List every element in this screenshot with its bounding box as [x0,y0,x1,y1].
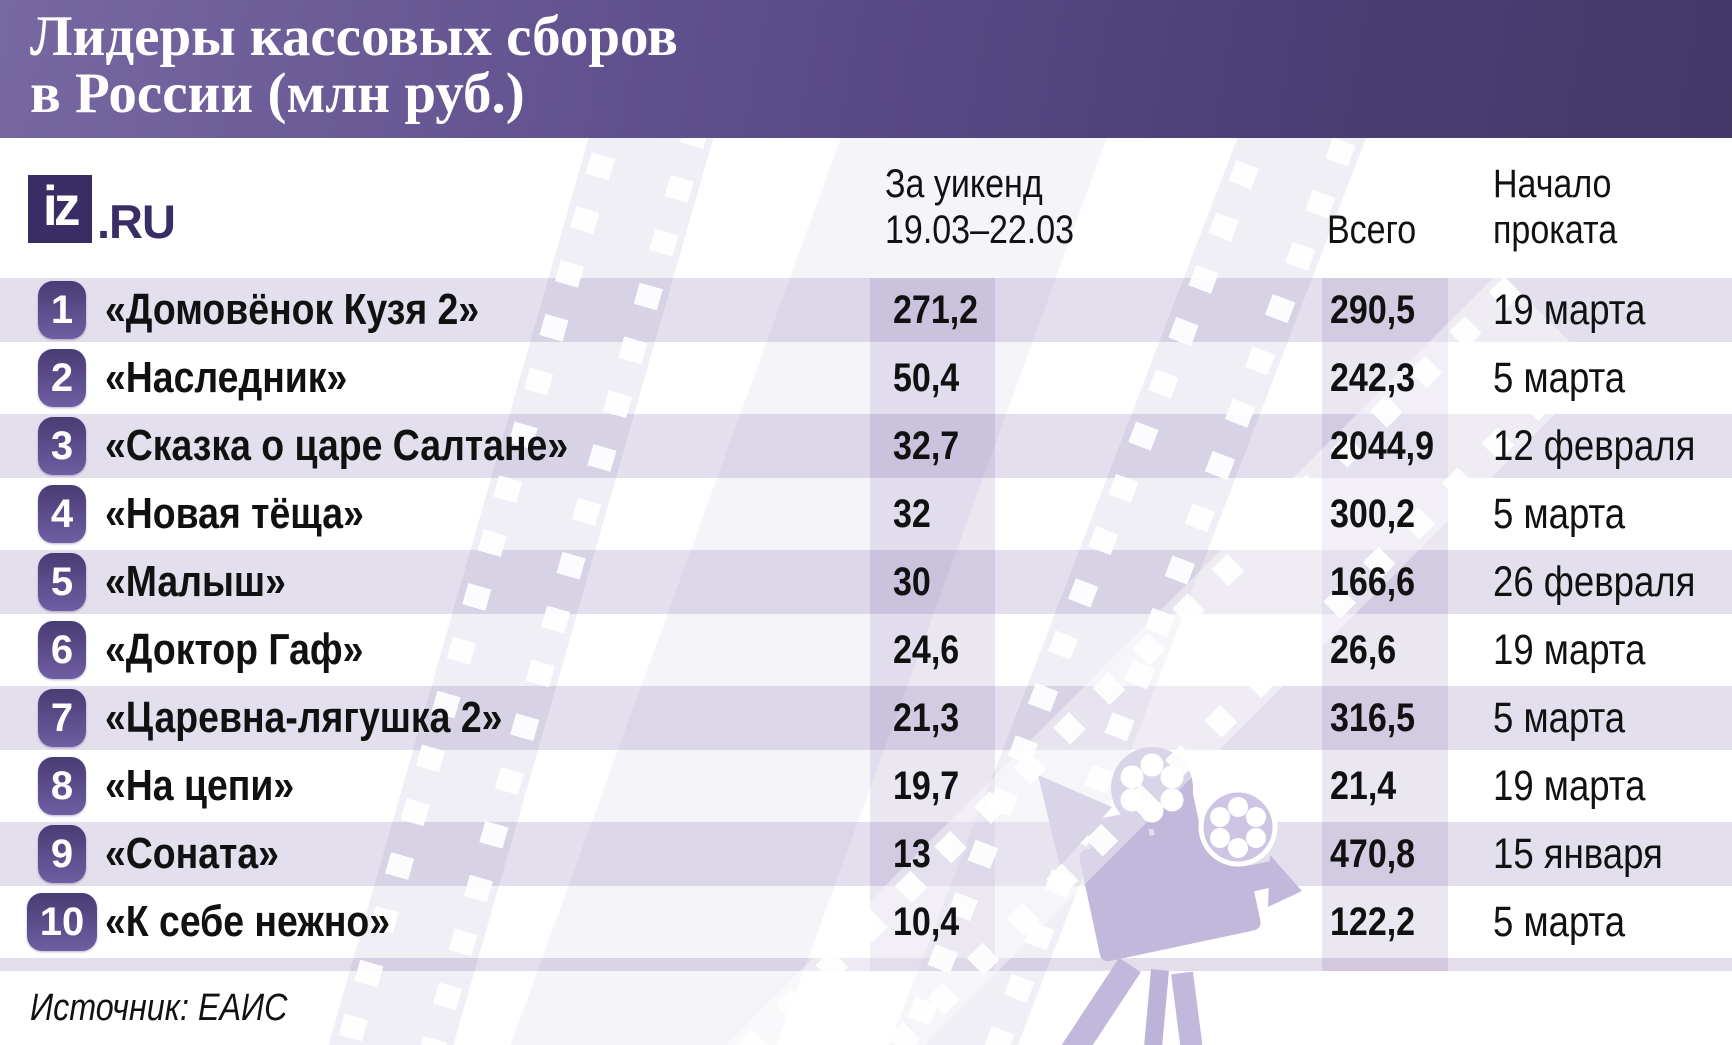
weekend-gross: 24,6 [893,628,960,672]
rank-badge-cell: 8 [24,754,100,818]
table-row: 4 «Новая тёща» 32 300,2 5 марта [0,482,1732,546]
weekend-gross: 13 [893,832,931,876]
total-column-band [1322,278,1448,971]
izru-logo-icon: iz [28,175,92,243]
movie-title: «К себе нежно» [105,897,391,946]
background-decorations [0,138,1732,1045]
movie-title: «Сказка о царе Салтане» [105,421,569,470]
release-date: 19 марта [1493,286,1646,334]
rank-badge-cell: 10 [24,890,100,954]
release-date: 5 марта [1493,694,1626,742]
total-gross: 26,6 [1330,628,1397,672]
rank-badge-cell: 4 [24,482,100,546]
total-gross: 122,2 [1330,900,1416,944]
table-row: 6 «Доктор Гаф» 24,6 26,6 19 марта [0,618,1732,682]
movie-title: «На цепи» [105,761,295,810]
rank-badge: 3 [37,417,87,475]
weekend-gross: 32 [893,492,931,536]
weekend-gross: 19,7 [893,764,960,808]
rank-badge-cell: 2 [24,346,100,410]
column-header-total: Всего [1327,208,1417,252]
rank-badge: 4 [37,485,87,543]
table-row: 10 «К себе нежно» 10,4 122,2 5 марта [0,890,1732,954]
rank-badge: 2 [37,349,87,407]
release-date: 26 февраля [1493,558,1696,606]
rank-badge-cell: 3 [24,414,100,478]
table-end-strip [0,958,1732,971]
weekend-gross: 271,2 [893,288,979,332]
row-stripe [0,414,1732,478]
release-date: 19 марта [1493,626,1646,674]
rank-badge: 9 [37,825,87,883]
movie-title: «Новая тёща» [105,489,364,538]
weekend-gross: 10,4 [893,900,960,944]
movie-title: «Соната» [105,829,279,878]
movie-title: «Наследник» [105,353,348,402]
total-gross: 290,5 [1330,288,1416,332]
weekend-gross: 32,7 [893,424,960,468]
movie-title: «Доктор Гаф» [105,625,364,674]
total-gross: 2044,9 [1330,424,1434,468]
release-date: 5 марта [1493,898,1626,946]
release-date: 15 января [1493,830,1663,878]
table-row: 7 «Царевна-лягушка 2» 21,3 316,5 5 марта [0,686,1732,750]
row-stripe [0,822,1732,886]
release-date: 19 марта [1493,762,1646,810]
weekend-gross: 30 [893,560,931,604]
rank-badge: 7 [37,689,87,747]
movie-title: «Домовёнок Кузя 2» [105,285,480,334]
header-banner: Лидеры кассовых сборов в России (млн руб… [0,0,1732,138]
total-gross: 300,2 [1330,492,1416,536]
table-row: 2 «Наследник» 50,4 242,3 5 марта [0,346,1732,410]
table-row: 8 «На цепи» 19,7 21,4 19 марта [0,754,1732,818]
row-stripe [0,686,1732,750]
column-header-weekend: За уикенд 19.03–22.03 [885,162,1075,252]
izru-logo-text: .RU [97,195,176,248]
table-row: 9 «Соната» 13 470,8 15 января [0,822,1732,886]
release-date: 5 марта [1493,490,1626,538]
rank-badge: 5 [37,553,87,611]
table-row: 1 «Домовёнок Кузя 2» 271,2 290,5 19 марта [0,278,1732,342]
rank-badge-cell: 9 [24,822,100,886]
total-gross: 21,4 [1330,764,1397,808]
table-row: 3 «Сказка о царе Салтане» 32,7 2044,9 12 фев… [0,414,1732,478]
rank-badge: 8 [37,757,87,815]
rank-badge: 1 [37,281,87,339]
rank-badge-cell: 1 [24,278,100,342]
movie-camera-icon [1038,747,1302,1045]
column-header-release: Начало проката [1493,162,1618,252]
table-row: 5 «Малыш» 30 166,6 26 февраля [0,550,1732,614]
rank-badge: 6 [37,621,87,679]
total-gross: 470,8 [1330,832,1416,876]
total-gross: 242,3 [1330,356,1416,400]
rank-badge-cell: 5 [24,550,100,614]
total-gross: 316,5 [1330,696,1416,740]
movie-title: «Царевна-лягушка 2» [105,693,503,742]
weekend-gross: 50,4 [893,356,960,400]
release-date: 5 марта [1493,354,1626,402]
release-date: 12 февраля [1493,422,1696,470]
rank-badge-cell: 6 [24,618,100,682]
rank-badge: 10 [26,893,98,951]
row-stripe [0,278,1732,342]
row-stripe [0,550,1732,614]
rank-badge-cell: 7 [24,686,100,750]
total-gross: 166,6 [1330,560,1416,604]
movie-title: «Малыш» [105,557,286,606]
source-note: Источник: ЕАИС [30,987,288,1029]
weekend-gross: 21,3 [893,696,960,740]
page-title: Лидеры кассовых сборов в России (млн руб… [30,5,678,125]
